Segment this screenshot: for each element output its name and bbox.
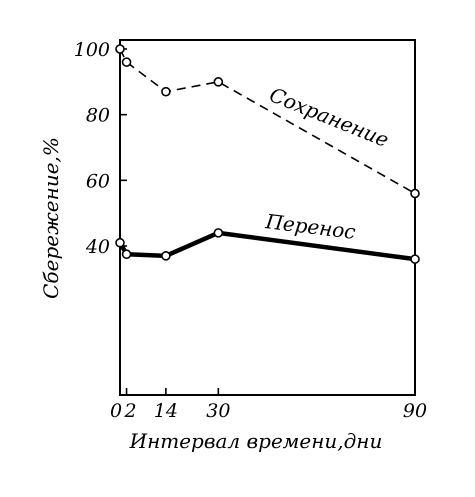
- data-point-transfer-14: [161, 251, 171, 261]
- data-point-retention-90: [410, 188, 420, 199]
- x-axis-label: Интервал времени,дни: [129, 429, 383, 453]
- y-tick-label-40: 40: [85, 236, 110, 258]
- x-tick-label-30: 30: [206, 400, 230, 422]
- data-point-retention-14: [161, 86, 171, 97]
- data-point-transfer-90: [410, 254, 420, 264]
- y-axis-label: Сбережение,%: [39, 137, 63, 299]
- tick-labels: 40 60 80 100 0 2 14 30 90: [74, 39, 427, 422]
- x-tick-label-90: 90: [403, 400, 427, 422]
- data-point-transfer-30: [213, 228, 224, 238]
- x-tick-label-0: 0: [110, 400, 122, 422]
- plot-frame: [119, 39, 416, 396]
- chart-axes: [119, 39, 416, 396]
- data-point-retention-0: [115, 44, 125, 54]
- data-point-retention-30: [213, 77, 224, 87]
- series-label-retention: Сохранение: [266, 82, 392, 152]
- y-tick-label-60: 60: [86, 170, 110, 192]
- data-point-transfer-2: [121, 249, 132, 260]
- y-tick-label-80: 80: [86, 105, 110, 127]
- series-layer: [115, 44, 420, 264]
- x-tick-label-2: 2: [124, 400, 137, 422]
- x-tick-label-14: 14: [154, 400, 178, 422]
- y-tick-label-100: 100: [74, 39, 110, 61]
- data-point-transfer-0: [115, 237, 125, 248]
- data-point-retention-2: [121, 57, 132, 67]
